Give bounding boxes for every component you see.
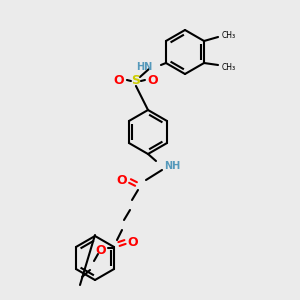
Text: HN: HN — [136, 62, 152, 72]
Text: O: O — [128, 236, 138, 248]
Text: O: O — [148, 74, 158, 86]
Text: O: O — [114, 74, 124, 86]
Text: CH₃: CH₃ — [222, 62, 236, 71]
Text: CH₃: CH₃ — [222, 31, 236, 40]
Text: O: O — [117, 173, 127, 187]
Text: O: O — [96, 244, 106, 256]
Text: S: S — [131, 74, 140, 88]
Text: NH: NH — [164, 161, 180, 171]
